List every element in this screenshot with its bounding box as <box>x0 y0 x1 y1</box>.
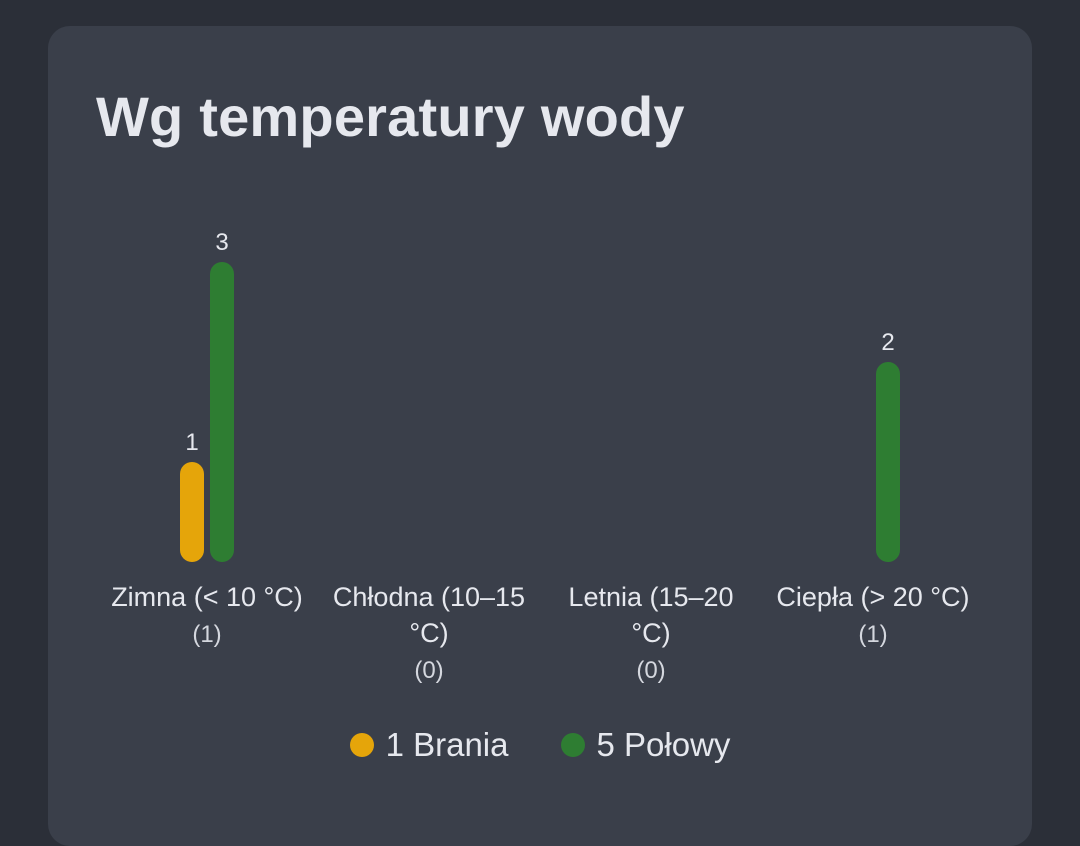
chart-card: Wg temperatury wody 1 3 Zimna (< 10 °C) (1)… <box>48 26 1032 846</box>
category-label: Letnia (15–20 <box>568 582 733 612</box>
legend: 1 Brania 5 Połowy <box>48 726 1032 764</box>
legend-item-series-0[interactable]: 1 Brania <box>349 726 509 764</box>
category-count: (1) <box>192 621 221 648</box>
bar-chart: 1 3 Zimna (< 10 °C) (1) Chłodna (10–15 °C) (0)… <box>111 229 969 684</box>
bar-value-label: 2 <box>881 329 894 356</box>
category-label: °C) <box>631 618 670 648</box>
category-label: Zimna (< 10 °C) <box>111 582 303 612</box>
category-label: Ciepła (> 20 °C) <box>776 582 969 612</box>
category-label: °C) <box>409 618 448 648</box>
category-label: Chłodna (10–15 <box>333 582 525 612</box>
legend-dot-icon <box>560 733 585 757</box>
chart-title: Wg temperatury wody <box>96 85 685 148</box>
bar-value-label: 1 <box>185 429 198 456</box>
legend-item-series-1[interactable]: 5 Połowy <box>560 726 731 764</box>
legend-dot-icon <box>349 733 374 757</box>
bar-0-1[interactable] <box>210 262 234 562</box>
bar-value-label: 3 <box>215 229 228 256</box>
bar-0-0[interactable] <box>180 462 204 562</box>
category-count: (1) <box>858 621 887 648</box>
legend-label: 1 Brania <box>385 726 509 763</box>
category-count: (0) <box>414 657 443 684</box>
category-count: (0) <box>636 657 665 684</box>
bar-3-1[interactable] <box>876 362 900 562</box>
legend-label: 5 Połowy <box>596 726 731 763</box>
